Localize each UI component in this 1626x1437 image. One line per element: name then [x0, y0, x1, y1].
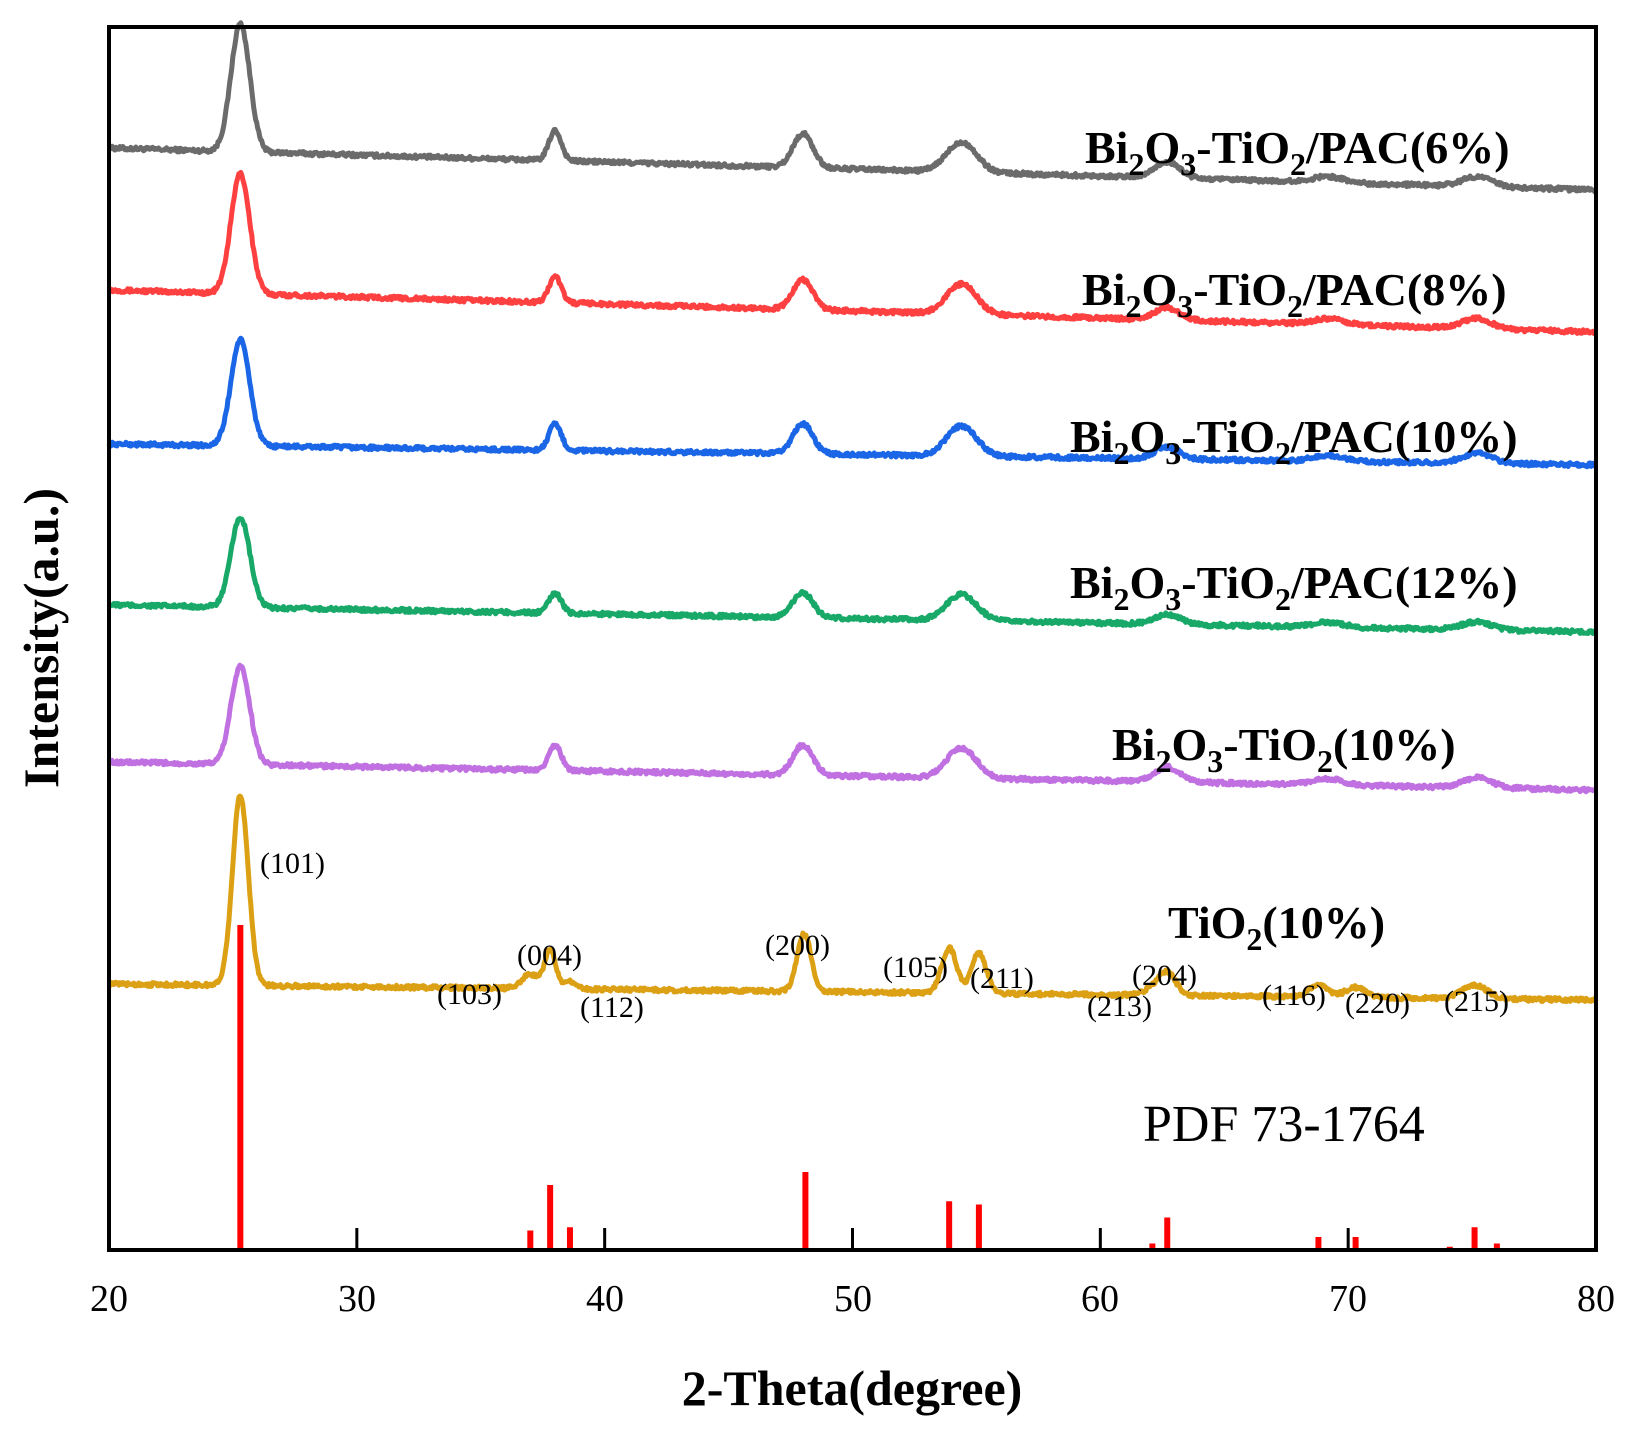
plane-label-101: (101)	[260, 847, 325, 880]
plane-label-103: (103)	[437, 978, 502, 1011]
x-ticks	[107, 1228, 1598, 1250]
x-tick-label-30: 30	[338, 1278, 376, 1320]
reference-label: PDF 73-1764	[1143, 1096, 1425, 1153]
series-line-4	[107, 662, 1598, 795]
series-label-pac6: Bi2O3-TiO2/PAC(6%)	[1085, 122, 1510, 182]
x-tick-label-20: 20	[90, 1278, 128, 1320]
series-label-pac12: Bi2O3-TiO2/PAC(12%)	[1070, 557, 1518, 617]
plane-label-213: (213)	[1087, 990, 1152, 1023]
series-line-2	[106, 335, 1598, 470]
x-tick-label-60: 60	[1081, 1278, 1119, 1320]
plane-label-200: (200)	[765, 929, 830, 962]
series-line-1	[107, 169, 1598, 337]
plane-label-105: (105)	[883, 951, 948, 984]
series-label-pac10: Bi2O3-TiO2/PAC(10%)	[1070, 411, 1518, 471]
plane-label-215: (215)	[1444, 985, 1509, 1018]
x-tick-label-80: 80	[1577, 1278, 1615, 1320]
plane-label-220: (220)	[1345, 987, 1410, 1020]
x-tick-label-70: 70	[1329, 1278, 1367, 1320]
series-label-tio2: TiO2(10%)	[1168, 897, 1385, 957]
series-line-5	[107, 793, 1599, 1005]
x-tick-labels: 20 30 40 50 60 70 80	[90, 1278, 1615, 1320]
series-label-bi2o3-tio2: Bi2O3-TiO2(10%)	[1112, 719, 1456, 779]
series-group	[106, 20, 1599, 1005]
plane-label-204: (204)	[1132, 959, 1197, 992]
plane-labels: (101) (103) (004) (112) (200) (105) (211…	[260, 847, 1509, 1024]
plane-label-112: (112)	[580, 991, 644, 1024]
series-label-pac8: Bi2O3-TiO2/PAC(8%)	[1082, 264, 1507, 324]
x-tick-label-50: 50	[834, 1278, 872, 1320]
plane-label-211: (211)	[970, 962, 1034, 995]
reference-lines	[237, 925, 1500, 1250]
x-axis-title: 2-Theta(degree)	[682, 1360, 1023, 1416]
plane-label-116: (116)	[1262, 979, 1326, 1012]
series-line-3	[106, 516, 1598, 636]
plane-label-004: (004)	[517, 939, 582, 972]
x-tick-label-40: 40	[586, 1278, 624, 1320]
series-line-0	[107, 20, 1598, 195]
series-labels: Bi2O3-TiO2/PAC(6%) Bi2O3-TiO2/PAC(8%) Bi…	[1070, 122, 1518, 957]
y-axis-title: Intensity(a.u.)	[13, 488, 69, 788]
